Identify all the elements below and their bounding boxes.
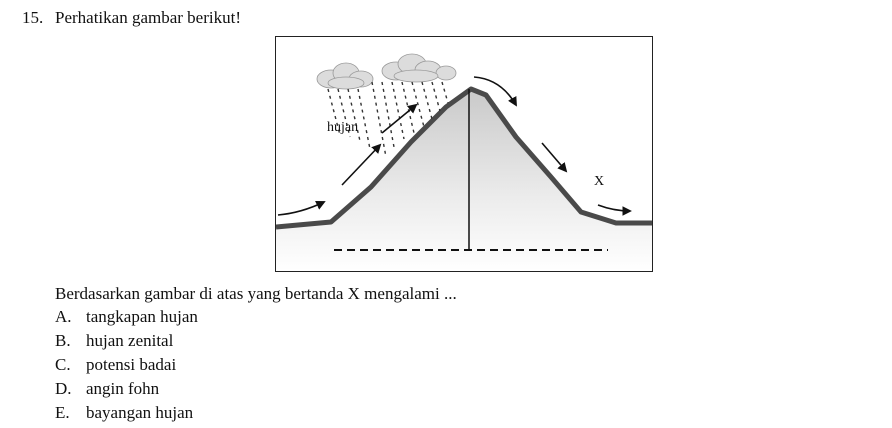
cloud-icon [381,53,457,83]
option-text: angin fohn [86,379,160,398]
option-e[interactable]: E. bayangan hujan [55,401,198,425]
marker-x-label: X [594,174,604,189]
mountain-shape [276,89,652,271]
option-text: tangkapan hujan [86,307,198,326]
option-letter: D. [55,379,72,398]
option-letter: A. [55,307,72,326]
cloud-icon [316,62,374,90]
rain-label: hujan [327,120,358,135]
question-number: 15. [22,8,44,27]
option-letter: C. [55,355,71,374]
mountain-rain-diagram: hujan X [275,36,653,272]
airflow-arrow [341,143,382,186]
airflow-arrow [277,200,326,216]
option-text: hujan zenital [86,331,174,350]
option-letter: E. [55,403,70,422]
option-c[interactable]: C. potensi badai [55,353,198,377]
option-a[interactable]: A. tangkapan hujan [55,305,198,329]
mountain-outline [276,86,652,230]
answer-options: A. tangkapan hujan B. hujan zenital C. pote… [55,305,198,425]
question-prompt: Berdasarkan gambar di atas yang bertanda… [55,284,457,303]
option-d[interactable]: D. angin fohn [55,377,198,401]
option-text: potensi badai [86,355,177,374]
option-letter: B. [55,331,71,350]
airflow-arrow [597,204,632,216]
airflow-arrow [541,142,568,173]
airflow-arrow [381,103,418,134]
option-b[interactable]: B. hujan zenital [55,329,198,353]
option-text: bayangan hujan [86,403,194,422]
question-instruction: Perhatikan gambar berikut! [55,8,241,27]
airflow-arrow [473,76,517,107]
rain-streaks [327,81,449,158]
